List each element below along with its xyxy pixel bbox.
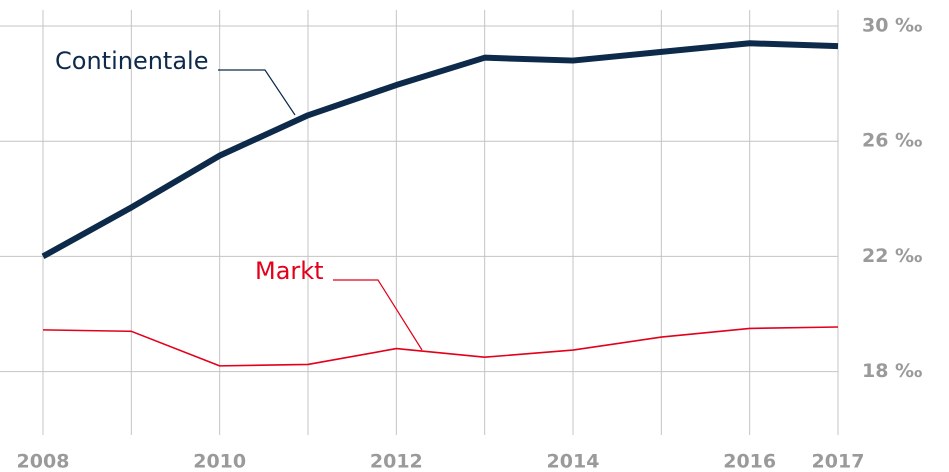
- y-tick-label: 30 ‰: [862, 15, 922, 37]
- x-tick-label: 2017: [812, 451, 865, 472]
- leader-line: [333, 279, 423, 351]
- y-tick-label: 26 ‰: [862, 130, 922, 152]
- lines: [41, 40, 839, 367]
- x-tick-label: 2008: [17, 451, 70, 472]
- annotations: Continentale Markt: [55, 47, 423, 351]
- series-line: [41, 40, 839, 260]
- series-label: Markt: [255, 257, 324, 285]
- series-line: [42, 326, 839, 367]
- x-tick-label: 2010: [193, 451, 246, 472]
- leader-line: [218, 69, 296, 116]
- x-tick-label: 2016: [723, 451, 776, 472]
- y-tick-label: 22 ‰: [862, 245, 922, 267]
- x-tick-label: 2012: [370, 451, 423, 472]
- x-tick-label: 2014: [547, 451, 600, 472]
- grid: 2008 2010 2012 2014 2016 2017 18 ‰ 22 ‰ 26 ‰ 30 ‰: [0, 10, 922, 472]
- series-label: Continentale: [55, 47, 208, 75]
- y-tick-label: 18 ‰: [862, 360, 922, 382]
